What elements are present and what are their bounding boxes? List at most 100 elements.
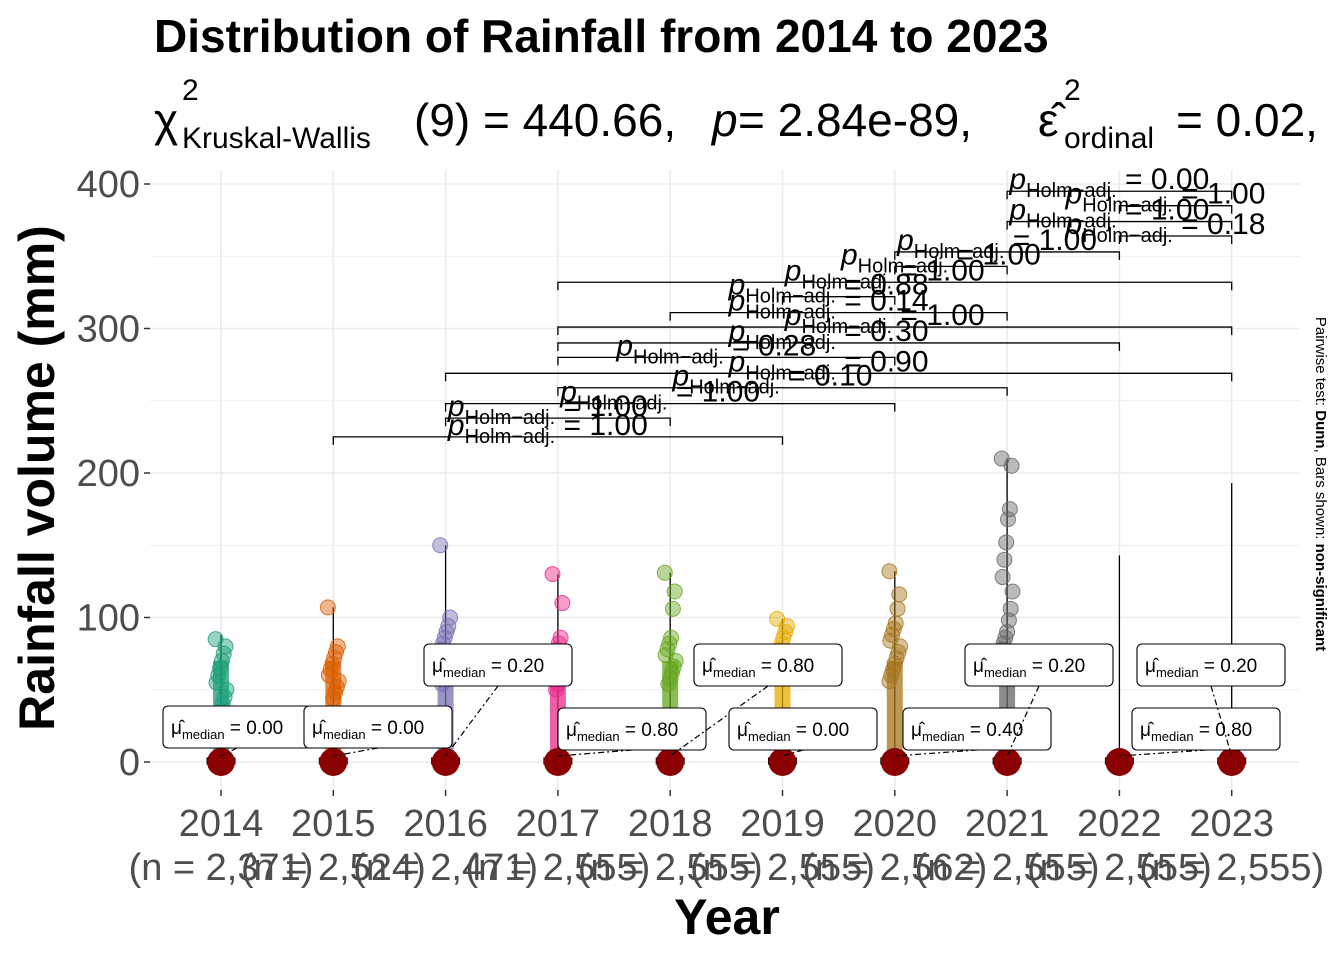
- median-leader: [1210, 685, 1233, 757]
- mean-marker: [656, 748, 685, 776]
- subtitle-stat-sup: 2: [182, 74, 199, 107]
- data-point: [996, 551, 1013, 568]
- x-tick-label: 2023: [1189, 803, 1274, 845]
- data-point: [432, 537, 449, 554]
- chart-title: Distribution of Rainfall from 2014 to 20…: [154, 10, 1049, 62]
- pairwise-bracket: [1006, 220, 1233, 230]
- y-tick-label: 0: [119, 742, 140, 784]
- x-tick-n-label: (n = 2,555): [915, 847, 1100, 889]
- pairwise-bracket: [444, 372, 1233, 382]
- y-tick-label: 200: [77, 453, 140, 495]
- mean-marker: [1105, 748, 1134, 776]
- pairwise-label: pHolm−adj. = 1.00: [447, 409, 648, 448]
- x-tick-n-label: (n = 2,555): [465, 847, 650, 889]
- pairwise-label: pHolm−adj. = 1.00: [1065, 178, 1266, 217]
- median-box: [423, 643, 573, 687]
- data-point: [994, 569, 1011, 586]
- pairwise-bracket: [557, 326, 1233, 336]
- pairwise-bracket: [1006, 190, 1233, 200]
- data-point: [889, 600, 906, 617]
- median-label: μ̂median = 0.00: [737, 720, 849, 744]
- median-label: μ̂median = 0.80: [566, 720, 678, 744]
- data-point: [319, 599, 336, 616]
- median-box: [693, 643, 843, 687]
- data-point: [1000, 612, 1017, 629]
- pairwise-bracket: [557, 281, 1233, 291]
- data-point: [1003, 457, 1020, 474]
- pairwise-bracket: [557, 356, 896, 366]
- y-axis-title: Rainfall volume (mm): [9, 225, 65, 731]
- x-tick-label: 2020: [853, 803, 938, 845]
- pairwise-label: pHolm−adj. = 0.30: [728, 315, 929, 354]
- pairwise-label: pHolm−adj. = 1.00: [447, 390, 648, 429]
- mean-marker: [1217, 748, 1246, 776]
- x-tick-n-label: (n = 2,524): [241, 847, 426, 889]
- data-point: [656, 564, 673, 581]
- data-point: [1000, 511, 1016, 528]
- pairwise-bracket: [894, 265, 1008, 275]
- pairwise-label: pHolm−adj. = 0.90: [728, 345, 929, 384]
- median-leader: [782, 749, 804, 757]
- median-leader: [1006, 685, 1040, 757]
- caption-mid: , Bars shown:: [1312, 449, 1329, 544]
- caption-prefix: Pairwise test:: [1312, 317, 1329, 410]
- pairwise-bracket: [781, 296, 896, 305]
- x-tick-n-label: (n = 2,371): [129, 847, 314, 889]
- median-label: μ̂median = 0.00: [312, 718, 424, 742]
- pairwise-bracket: [1118, 235, 1233, 245]
- y-tick-label: 100: [77, 598, 140, 640]
- x-tick-label: 2022: [1077, 803, 1162, 845]
- x-tick-n-label: (n = 2,555): [1027, 847, 1212, 889]
- mean-markers: [207, 748, 1246, 776]
- pairwise-caption: Pairwise test: Dunn, Bars shown: non-sig…: [1312, 317, 1329, 651]
- median-labels: μ̂median = 0.00 μ̂median = 0.00 μ̂median =…: [162, 643, 1286, 757]
- pairwise-bracket: [894, 251, 1121, 260]
- pairwise-bracket: [557, 342, 1121, 351]
- mean-marker: [319, 748, 348, 776]
- x-tick-label: 2014: [179, 803, 264, 845]
- pairwise-label: pHolm−adj. = 1.00: [784, 299, 985, 338]
- pairwise-bracket: [444, 402, 896, 412]
- median-leader: [557, 749, 633, 757]
- mean-marker: [993, 748, 1022, 776]
- y-axis: 0 100 200 300 400: [77, 164, 150, 784]
- x-tick-label: 2015: [291, 803, 376, 845]
- median-leader: [669, 685, 769, 757]
- pairwise-label: pHolm−adj. = 1.00: [784, 254, 985, 293]
- pairwise-label: pHolm−adj. = 0.00: [1008, 163, 1209, 202]
- median-leader: [1119, 749, 1207, 757]
- mean-marker: [880, 748, 909, 776]
- subtitle-stat-sub: Kruskal-Wallis: [182, 122, 371, 155]
- median-label: μ̂median = 0.20: [973, 656, 1085, 680]
- mean-marker: [543, 748, 572, 776]
- mean-marker: [431, 748, 460, 776]
- caption-test: Dunn: [1312, 410, 1329, 448]
- pairwise-label: pHolm−adj. = 0.28: [615, 329, 816, 368]
- x-tick-label: 2021: [965, 803, 1050, 845]
- x-axis-title: Year: [674, 889, 780, 945]
- x-tick-label: 2016: [403, 803, 488, 845]
- x-tick-n-label: (n = 2,471): [353, 847, 538, 889]
- data-point: [1002, 600, 1019, 617]
- data-point: [881, 563, 898, 580]
- mean-marker: [207, 748, 235, 776]
- median-box: [1136, 643, 1286, 687]
- data-point: [891, 586, 908, 603]
- pairwise-bracket: [669, 311, 1008, 321]
- caption-bars: non-significant: [1312, 544, 1329, 652]
- subtitle-p-symbol: p: [710, 94, 738, 146]
- pairwise-label: pHolm−adj. = 0.18: [1065, 208, 1266, 247]
- chart-subtitle: χ 2 Kruskal-Wallis (9) = 440.66, p = 2.8…: [154, 74, 1318, 155]
- subtitle-stat-value: (9) = 440.66,: [414, 94, 676, 146]
- pairwise-label: pHolm−adj. = 0.10: [672, 360, 873, 399]
- median-box: [557, 707, 707, 751]
- x-tick-n-label: (n = 2,555): [690, 847, 875, 889]
- data-point: [664, 600, 681, 617]
- median-box: [1131, 707, 1281, 751]
- pairwise-label: pHolm−adj. = 1.00: [559, 376, 760, 415]
- subtitle-effect-sub: ordinal: [1064, 122, 1154, 155]
- median-label: μ̂median = 0.20: [432, 656, 544, 680]
- median-leader: [333, 747, 379, 757]
- pairwise-label: pHolm−adj. = 1.00: [1008, 194, 1209, 233]
